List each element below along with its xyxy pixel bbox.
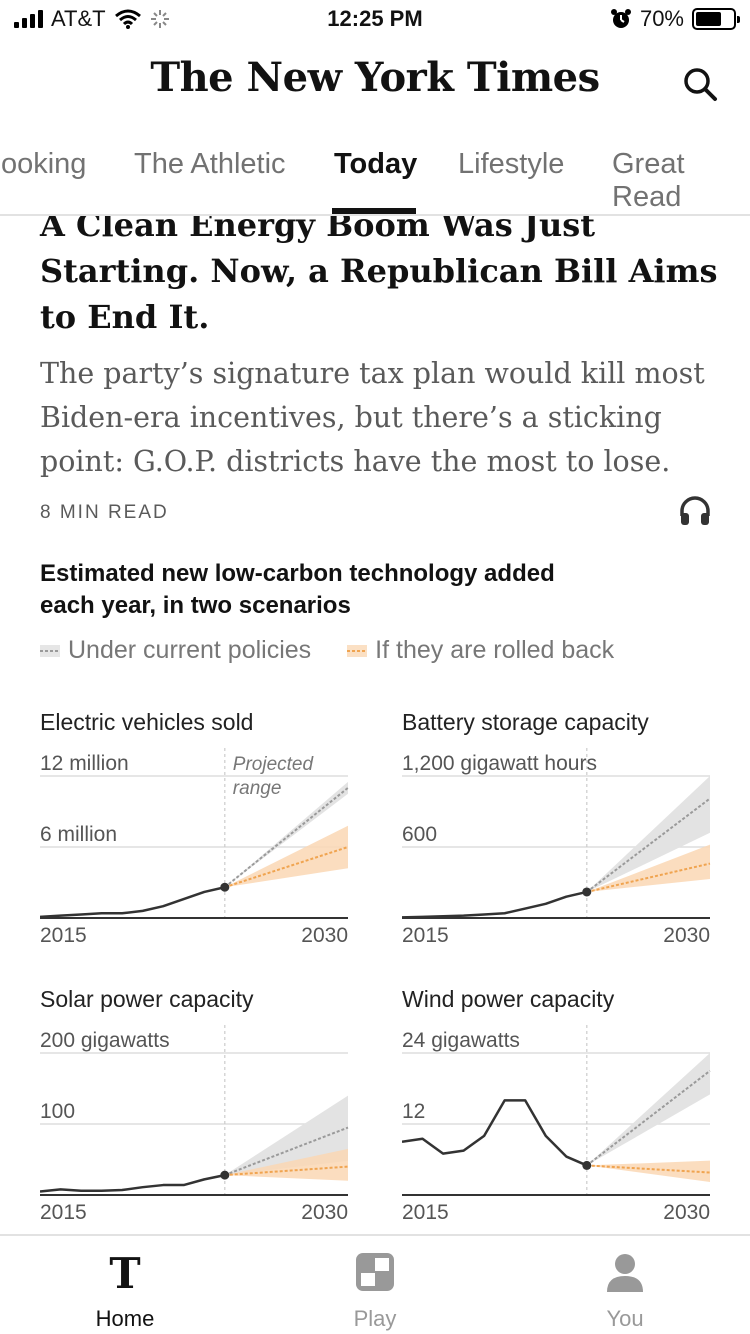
read-time: 8 MIN READ xyxy=(40,502,169,523)
current-policy-line xyxy=(224,787,349,889)
legend-current: Under current policies xyxy=(40,636,311,665)
latest-point xyxy=(220,882,230,892)
x-tick-label: 2030 xyxy=(301,924,348,947)
panel-title: Solar power capacity xyxy=(40,986,254,1012)
tab-cooking-overlay[interactable]: Cooking xyxy=(0,148,87,180)
y-axis-mid-label: 12 xyxy=(402,1100,425,1123)
current-policy-line xyxy=(224,1126,349,1177)
rolled-back-line xyxy=(224,1165,349,1177)
historical-line xyxy=(40,1173,226,1193)
y-axis-top-label: 1,200 gigawatt hours xyxy=(402,752,597,775)
chart-title-line-1: Estimated new low-carbon technology adde… xyxy=(40,560,555,587)
y-axis-mid-label: 600 xyxy=(402,823,437,846)
battery-icon xyxy=(692,8,740,30)
user-icon xyxy=(607,1254,643,1292)
active-tab-indicator-overlay xyxy=(332,208,416,214)
chart-legend: Under current policies If they are rolle… xyxy=(40,636,614,665)
tab-lifestyle-overlay[interactable]: Lifestyle xyxy=(458,148,565,180)
rolled-back-line xyxy=(586,1164,711,1174)
tab-great-read-overlay[interactable]: Great Read xyxy=(612,148,685,213)
latest-point xyxy=(582,887,592,897)
bottom-nav: T Home Play You xyxy=(0,1234,750,1334)
x-tick-label: 2015 xyxy=(40,924,87,947)
x-tick-label: 2030 xyxy=(301,1201,348,1224)
battery-percent: 70% xyxy=(639,6,684,31)
x-tick-label: 2015 xyxy=(402,924,449,947)
chart-svg: Battery storage capacity 1,200 gigawatt h… xyxy=(402,709,711,947)
x-tick-label: 2015 xyxy=(402,1201,449,1224)
svg-text:T: T xyxy=(109,1250,140,1294)
historical-line xyxy=(40,886,226,919)
legend-rolled-label: If they are rolled back xyxy=(375,636,615,664)
headline-line-1: A Clean Energy Boom Was Just xyxy=(40,216,596,244)
x-tick-label: 2030 xyxy=(663,1201,710,1224)
tab-today-overlay[interactable]: Today xyxy=(334,148,418,180)
summary-line-3: point: G.O.P. districts have the most to… xyxy=(40,445,671,478)
latest-point xyxy=(220,1170,230,1180)
current-policy-range xyxy=(224,781,348,888)
signal-icon xyxy=(14,10,43,28)
projected-label-range: range xyxy=(233,778,282,799)
nav-you-label: You xyxy=(606,1306,644,1331)
y-axis-top-label: 200 gigawatts xyxy=(40,1029,170,1052)
article-headline[interactable]: A Clean Energy Boom Was Just Starting. N… xyxy=(0,216,750,336)
nav-home[interactable]: T Home xyxy=(50,1250,200,1332)
chart-panel-wind: Wind power capacity 24 gigawatts 12 2015 203… xyxy=(402,983,712,1233)
current-policy-range xyxy=(586,1053,710,1166)
chart-panel-battery: Battery storage capacity 1,200 gigawatt h… xyxy=(402,706,712,956)
rolled-back-line xyxy=(586,862,711,893)
legend-current-swatch xyxy=(40,644,60,657)
summary-line-2: Biden-era incentives, but there’s a stic… xyxy=(40,401,662,434)
wifi-icon xyxy=(114,9,141,29)
latest-point xyxy=(582,1160,592,1170)
panel-title: Battery storage capacity xyxy=(402,709,649,735)
chart-title: Estimated new low-carbon technology adde… xyxy=(40,558,700,622)
search-icon[interactable] xyxy=(680,64,720,104)
y-axis-mid-label: 6 million xyxy=(40,823,117,846)
y-axis-mid-label: 100 xyxy=(40,1100,75,1123)
panel-title: Electric vehicles sold xyxy=(40,709,253,735)
nyt-t-icon: T xyxy=(109,1250,140,1294)
tab-the-athletic-overlay[interactable]: The Athletic xyxy=(134,148,286,180)
current-policy-range xyxy=(224,1095,348,1176)
projected-label: Projected xyxy=(233,754,315,775)
chart-svg: Electric vehicles sold 12 million 6 millio… xyxy=(40,709,349,947)
nav-play[interactable]: Play xyxy=(300,1250,450,1332)
summary-line-1: The party’s signature tax plan would kil… xyxy=(40,357,705,390)
chart-svg: Wind power capacity 24 gigawatts 12 2015 203… xyxy=(402,986,711,1224)
rolled-back-line xyxy=(224,846,349,889)
headphones-icon[interactable] xyxy=(678,494,712,528)
legend-current-label: Under current policies xyxy=(68,636,312,664)
carrier-name: AT&T xyxy=(51,6,106,31)
legend-rolled: If they are rolled back xyxy=(347,636,614,665)
legend-rolled-swatch xyxy=(347,644,368,657)
x-tick-label: 2030 xyxy=(663,924,710,947)
loading-icon xyxy=(150,10,169,28)
y-axis-top-label: 12 million xyxy=(40,752,129,775)
panel-title: Wind power capacity xyxy=(402,986,615,1012)
historical-line xyxy=(402,1099,588,1167)
status-time: 12:25 PM xyxy=(327,6,423,31)
chart-svg: Solar power capacity 200 gigawatts 100 2015… xyxy=(40,986,349,1224)
current-policy-line xyxy=(586,1069,711,1167)
chart-panel-solar: Solar power capacity 200 gigawatts 100 2015… xyxy=(40,983,350,1233)
headline-line-3: to End It. xyxy=(40,298,210,336)
nav-play-label: Play xyxy=(353,1306,397,1331)
nav-you[interactable]: You xyxy=(550,1250,700,1332)
nav-home-label: Home xyxy=(95,1306,155,1331)
x-tick-label: 2015 xyxy=(40,1201,87,1224)
games-icon xyxy=(356,1253,394,1291)
y-axis-top-label: 24 gigawatts xyxy=(402,1029,520,1052)
headline-line-2: Starting. Now, a Republican Bill Aims xyxy=(40,252,718,290)
masthead: The New York Times xyxy=(0,46,750,116)
rolled-back-range xyxy=(586,1160,710,1182)
historical-line xyxy=(402,890,588,919)
nyt-logo[interactable]: The New York Times xyxy=(150,54,600,101)
current-policy-line xyxy=(586,797,711,893)
article-summary: The party’s signature tax plan would kil… xyxy=(40,352,720,484)
status-bar: AT&T 12:25 PM 70% xyxy=(0,0,750,40)
chart-title-line-2: each year, in two scenarios xyxy=(40,592,351,619)
alarm-icon xyxy=(610,9,631,28)
chart-panel-ev: Electric vehicles sold 12 million 6 millio… xyxy=(40,706,350,956)
